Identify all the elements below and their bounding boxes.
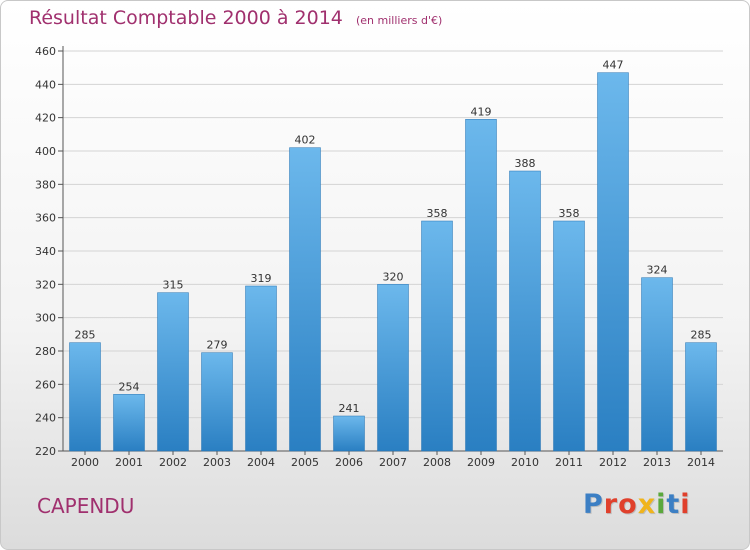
bar — [69, 342, 101, 452]
bar-value-label: 388 — [515, 157, 536, 170]
x-tick-label: 2007 — [379, 456, 407, 469]
y-tick-label: 440 — [35, 78, 56, 91]
y-tick-label: 240 — [35, 412, 56, 425]
logo-letter: P — [583, 489, 604, 520]
bar-value-label: 279 — [207, 339, 228, 352]
logo-letter: x — [637, 489, 657, 520]
y-tick-label: 220 — [35, 445, 56, 458]
bar-value-label: 358 — [559, 207, 580, 220]
bar — [421, 220, 453, 452]
y-tick-label: 340 — [35, 245, 56, 258]
x-tick-label: 2006 — [335, 456, 363, 469]
bar — [157, 292, 189, 452]
y-tick-label: 300 — [35, 312, 56, 325]
x-tick-label: 2009 — [467, 456, 495, 469]
y-tick-label: 360 — [35, 212, 56, 225]
bar-value-label: 241 — [339, 402, 360, 415]
axes: 220 240 260 280 300 320 340 360 380 400 420 440 460 2… — [35, 45, 723, 469]
x-tick-label: 2001 — [115, 456, 143, 469]
bar-value-label: 315 — [163, 279, 184, 292]
bar — [553, 220, 585, 452]
bar-value-label: 447 — [603, 59, 624, 72]
bar — [289, 147, 321, 452]
y-tick-label: 380 — [35, 178, 56, 191]
bar — [333, 415, 365, 452]
x-tick-label: 2003 — [203, 456, 231, 469]
proxiti-logo: Proxiti — [583, 489, 691, 520]
x-tick-label: 2005 — [291, 456, 319, 469]
x-tick-label: 2004 — [247, 456, 275, 469]
y-tick-label: 320 — [35, 278, 56, 291]
bar — [597, 72, 629, 452]
bar-value-label: 402 — [295, 134, 316, 147]
bar-value-label: 320 — [383, 270, 404, 283]
bar — [201, 352, 233, 452]
bar — [245, 285, 277, 452]
bar — [641, 277, 673, 452]
bar-value-label: 254 — [119, 380, 140, 393]
logo-letter: t — [666, 489, 681, 520]
x-tick-label: 2012 — [599, 456, 627, 469]
bar-value-label: 358 — [427, 207, 448, 220]
x-tick-label: 2002 — [159, 456, 187, 469]
data-labels: 285 254 315 279 319 402 241 320 358 419 388 358 447 3… — [75, 59, 712, 415]
x-tick-label: 2014 — [687, 456, 715, 469]
bar — [509, 170, 541, 452]
y-tick-label: 420 — [35, 112, 56, 125]
y-tick-label: 460 — [35, 45, 56, 58]
bar — [377, 284, 409, 452]
x-tick-label: 2010 — [511, 456, 539, 469]
y-tick-label: 280 — [35, 345, 56, 358]
logo-letter: i — [680, 489, 691, 520]
bar-value-label: 324 — [647, 264, 668, 277]
x-tick-label: 2008 — [423, 456, 451, 469]
bar — [685, 342, 717, 452]
logo-letter: i — [656, 489, 667, 520]
logo-letter: r — [603, 489, 619, 520]
x-tick-label: 2011 — [555, 456, 583, 469]
bar-value-label: 285 — [691, 329, 712, 342]
x-tick-label: 2013 — [643, 456, 671, 469]
bar — [465, 119, 497, 452]
bar — [113, 394, 145, 452]
logo-letter: o — [618, 489, 638, 520]
bars — [69, 72, 717, 452]
y-tick-label: 260 — [35, 378, 56, 391]
chart-title-text: Résultat Comptable 2000 à 2014 — [29, 7, 343, 29]
y-tick-label: 400 — [35, 145, 56, 158]
bar-value-label: 419 — [471, 105, 492, 118]
bar-value-label: 285 — [75, 329, 96, 342]
bar-value-label: 319 — [251, 272, 272, 285]
chart-title: Résultat Comptable 2000 à 2014 (en milli… — [29, 7, 442, 29]
chart-unit-text: (en milliers d'€) — [355, 14, 443, 27]
x-tick-label: 2000 — [71, 456, 99, 469]
commune-name: CAPENDU — [37, 494, 135, 518]
